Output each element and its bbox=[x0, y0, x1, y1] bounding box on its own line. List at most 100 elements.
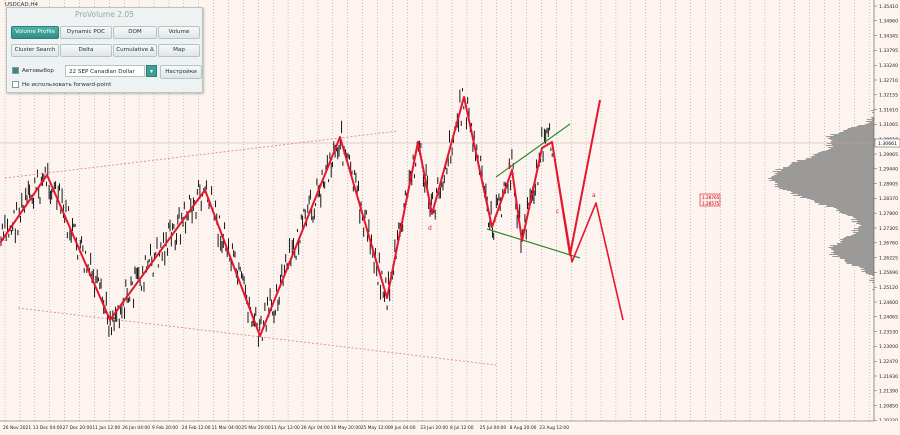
profile-bar bbox=[852, 216, 874, 217]
profile-bar bbox=[768, 178, 874, 179]
profile-bar bbox=[864, 124, 874, 125]
profile-bar bbox=[857, 222, 874, 223]
wave-label: b bbox=[508, 163, 512, 170]
profile-bar bbox=[845, 261, 874, 262]
time-tick-label: 11 Jan 12:00 bbox=[92, 425, 120, 431]
symbol-select[interactable]: 22 SEP Canadian Dollar bbox=[65, 65, 145, 77]
price-tick-label: 1.25690 bbox=[879, 270, 898, 276]
price-box-top: 1.28765 bbox=[702, 195, 720, 200]
profile-bar bbox=[775, 181, 874, 182]
profile-bar bbox=[805, 159, 874, 160]
time-axis-background bbox=[0, 421, 900, 435]
profile-bar bbox=[840, 258, 874, 259]
profile-bar bbox=[779, 188, 874, 189]
profile-bar bbox=[825, 145, 874, 146]
price-tick-label: 1.22470 bbox=[879, 359, 898, 365]
time-tick-label: 26 Nov 2021 bbox=[3, 425, 31, 431]
lower-channel-line bbox=[17, 307, 497, 366]
profile-bar bbox=[826, 205, 874, 206]
profile-bar bbox=[846, 129, 874, 130]
profile-bar bbox=[832, 146, 874, 147]
triangle-lines bbox=[486, 123, 581, 259]
profile-bar bbox=[832, 256, 874, 257]
profile-bar bbox=[791, 162, 874, 163]
profile-bar bbox=[783, 168, 874, 169]
dom-button[interactable]: DOM bbox=[113, 26, 157, 39]
time-tick-label: 9 Jun 04:00 bbox=[390, 425, 415, 431]
profile-bar bbox=[797, 194, 874, 195]
dynamic-poc-button[interactable]: Dynamic POC bbox=[60, 26, 112, 39]
settings-button[interactable]: Настройки bbox=[160, 65, 202, 79]
profile-bar bbox=[843, 131, 874, 132]
profile-bar bbox=[871, 275, 874, 276]
profile-bar bbox=[833, 253, 874, 254]
profile-bar bbox=[774, 173, 874, 174]
profile-bar bbox=[778, 187, 874, 188]
profile-bar bbox=[842, 240, 874, 241]
volume-profile-button[interactable]: Volume Profile bbox=[11, 26, 59, 39]
profile-bar bbox=[847, 128, 874, 129]
cumulative-delta-button[interactable]: Cumulative Δ bbox=[113, 44, 157, 57]
profile-bar bbox=[830, 139, 874, 140]
profile-bar bbox=[769, 180, 874, 181]
autoselect-checkbox-box[interactable] bbox=[12, 67, 19, 74]
profile-bar bbox=[850, 127, 874, 128]
profile-bar bbox=[806, 158, 874, 159]
profile-bar bbox=[814, 155, 874, 156]
profile-bar bbox=[856, 126, 874, 127]
autoselect-checkbox[interactable]: Автовыбор bbox=[12, 67, 54, 74]
profile-bar bbox=[813, 200, 874, 201]
profile-bar bbox=[853, 234, 874, 235]
forward-point-checkbox-box[interactable] bbox=[12, 81, 19, 88]
delta-button[interactable]: Delta bbox=[60, 44, 112, 57]
profile-bar bbox=[777, 185, 874, 186]
profile-bar bbox=[829, 137, 874, 138]
profile-bar bbox=[792, 195, 874, 196]
provolume-panel[interactable]: ProVolume 2.05 Volume Profile Dynamic PO… bbox=[6, 7, 203, 93]
price-tick-label: 1.27305 bbox=[879, 226, 898, 232]
profile-bar bbox=[810, 199, 874, 200]
map-button[interactable]: Map bbox=[158, 44, 200, 57]
time-tick-label: 25 May 12:00 bbox=[361, 425, 391, 431]
volume-button[interactable]: Volume bbox=[158, 26, 200, 39]
profile-bar bbox=[821, 151, 874, 152]
profile-bar bbox=[836, 208, 874, 209]
wave-zigzag bbox=[0, 96, 601, 337]
price-tick-label: 1.21390 bbox=[879, 389, 898, 395]
profile-bar bbox=[811, 156, 874, 157]
price-tick-label: 1.31610 bbox=[879, 107, 898, 113]
profile-bar bbox=[826, 143, 874, 144]
price-tick-label: 1.31065 bbox=[879, 122, 898, 128]
time-tick-label: 24 Feb 12:00 bbox=[182, 425, 211, 431]
profile-bar bbox=[790, 164, 874, 165]
current-price-value: 1.30661 bbox=[878, 141, 897, 147]
cluster-search-button[interactable]: Cluster Search bbox=[11, 44, 59, 57]
profile-bar bbox=[830, 245, 874, 246]
profile-bar bbox=[833, 207, 874, 208]
profile-bar bbox=[829, 254, 874, 255]
chevron-down-icon[interactable]: ▾ bbox=[146, 65, 157, 77]
price-tick-label: 1.26760 bbox=[879, 241, 898, 247]
price-tick-label: 1.29965 bbox=[879, 152, 898, 158]
profile-bar bbox=[825, 206, 874, 207]
profile-bar bbox=[865, 273, 874, 274]
price-tick-label: 1.32710 bbox=[879, 78, 898, 84]
chart-symbol-title: USDCAD,H4 bbox=[5, 2, 38, 8]
price-tick-label: 1.33795 bbox=[879, 48, 898, 54]
profile-bar bbox=[787, 190, 874, 191]
profile-bar bbox=[858, 266, 874, 267]
price-box-bottom: 1.28575 bbox=[702, 201, 720, 206]
price-tick-label: 1.24065 bbox=[879, 315, 898, 321]
forward-point-checkbox[interactable]: Не использовать forward-point bbox=[12, 81, 111, 88]
profile-bar bbox=[839, 132, 874, 133]
profile-bar bbox=[791, 163, 874, 164]
profile-bar bbox=[830, 141, 874, 142]
profile-bar bbox=[830, 134, 874, 135]
profile-bar bbox=[827, 147, 874, 148]
time-tick-label: 9 Feb 20:00 bbox=[152, 425, 178, 431]
profile-bar bbox=[841, 242, 874, 243]
profile-bar bbox=[792, 192, 874, 193]
price-tick-label: 1.28905 bbox=[879, 181, 898, 187]
profile-bar bbox=[855, 218, 874, 219]
profile-bar bbox=[851, 265, 874, 266]
